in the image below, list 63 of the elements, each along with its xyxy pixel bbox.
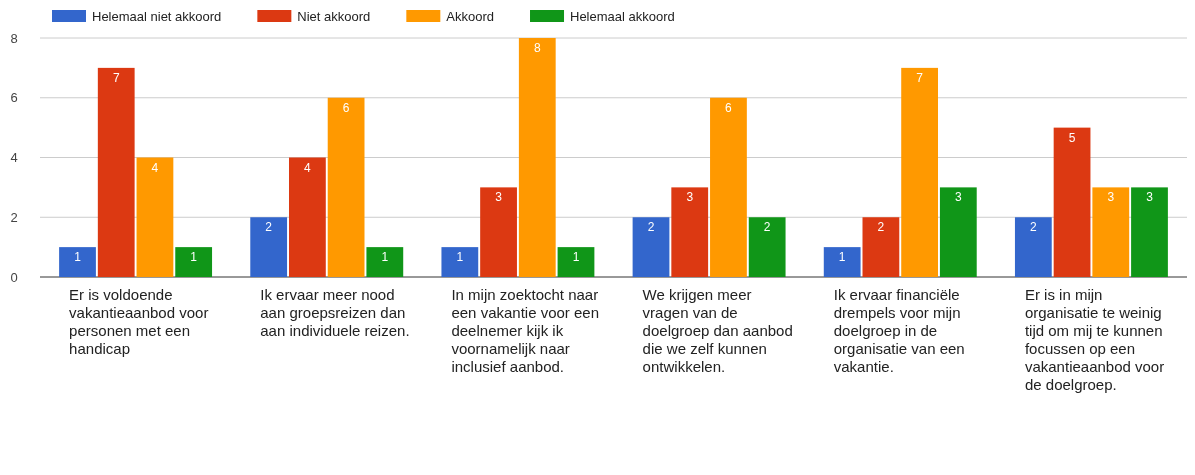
data-label: 3 bbox=[686, 190, 694, 205]
data-label: 1 bbox=[190, 250, 198, 265]
bar bbox=[97, 67, 135, 277]
bar bbox=[250, 217, 288, 277]
data-label: 8 bbox=[533, 41, 541, 55]
data-label: 2 bbox=[647, 220, 655, 235]
bar bbox=[1092, 187, 1130, 277]
x-tick-label: We krijgen meer vragen van de doelgroep dan aanbod die we zelf kunnen ontwikkelen. bbox=[642, 286, 793, 375]
data-label: 1 bbox=[456, 250, 464, 265]
x-tick-label: Er is voldoende vakantieaanbod voor personen met een handicap bbox=[69, 286, 209, 357]
bar bbox=[289, 157, 326, 277]
bar bbox=[175, 247, 213, 277]
bar bbox=[748, 217, 786, 277]
data-label: 2 bbox=[763, 220, 771, 235]
bar bbox=[671, 187, 709, 277]
legend-label: Helemaal niet akkoord bbox=[92, 8, 222, 24]
bar bbox=[939, 187, 977, 277]
bar bbox=[1131, 187, 1168, 277]
bar bbox=[366, 247, 404, 277]
data-label: 1 bbox=[381, 250, 389, 265]
y-tick-label: 4 bbox=[10, 150, 18, 166]
y-tick-label: 6 bbox=[10, 90, 18, 106]
data-label: 2 bbox=[1030, 220, 1037, 235]
data-label: 2 bbox=[877, 220, 885, 235]
x-tick-label: Ik ervaar financiële drempels voor mijn doelgroep in de organisatie van een vakantie. bbox=[833, 286, 965, 375]
bar bbox=[901, 67, 938, 277]
bar bbox=[480, 187, 517, 277]
bar bbox=[59, 247, 96, 277]
x-tick-label: Ik ervaar meer nood aan groepsreizen dan aan individuele reizen. bbox=[260, 286, 410, 339]
bar bbox=[632, 217, 670, 277]
y-tick-label: 0 bbox=[10, 269, 18, 285]
legend-label: Niet akkoord bbox=[297, 8, 371, 24]
x-tick-label: Er is in mijn organisatie te weinig tijd om mij te kunnen focussen op een vakantieaanbod voor de doelgroep. bbox=[1024, 286, 1165, 393]
y-tick-label: 2 bbox=[10, 209, 18, 225]
x-tick-label: In mijn zoektocht naar een vakantie voor een deelnemer kijk ik voornamelijk naar inclusief aanbod. bbox=[451, 286, 600, 375]
data-label: 6 bbox=[725, 100, 733, 115]
bar bbox=[557, 247, 595, 277]
data-label: 3 bbox=[954, 190, 962, 205]
bar bbox=[1053, 127, 1091, 277]
bar bbox=[823, 247, 861, 277]
bar bbox=[1014, 217, 1052, 277]
bar bbox=[441, 247, 479, 277]
data-label: 1 bbox=[572, 250, 580, 265]
bar bbox=[327, 97, 365, 277]
y-tick-label: 8 bbox=[10, 30, 18, 46]
data-label: 3 bbox=[495, 190, 503, 205]
bar bbox=[710, 97, 747, 277]
legend-label: Helemaal akkoord bbox=[570, 8, 675, 24]
data-label: 1 bbox=[74, 250, 82, 265]
data-label: 6 bbox=[342, 100, 350, 115]
legend-label: Akkoord bbox=[446, 8, 495, 24]
data-label: 5 bbox=[1068, 130, 1076, 145]
bar bbox=[136, 157, 174, 277]
data-label: 4 bbox=[151, 160, 159, 175]
data-label: 3 bbox=[1146, 190, 1154, 205]
bar bbox=[862, 217, 900, 277]
bar bbox=[518, 38, 556, 277]
data-label: 3 bbox=[1107, 190, 1115, 205]
data-label: 7 bbox=[916, 70, 924, 85]
data-label: 1 bbox=[838, 250, 846, 265]
data-label: 7 bbox=[112, 70, 120, 85]
data-label: 4 bbox=[304, 160, 312, 175]
data-label: 2 bbox=[265, 220, 273, 235]
